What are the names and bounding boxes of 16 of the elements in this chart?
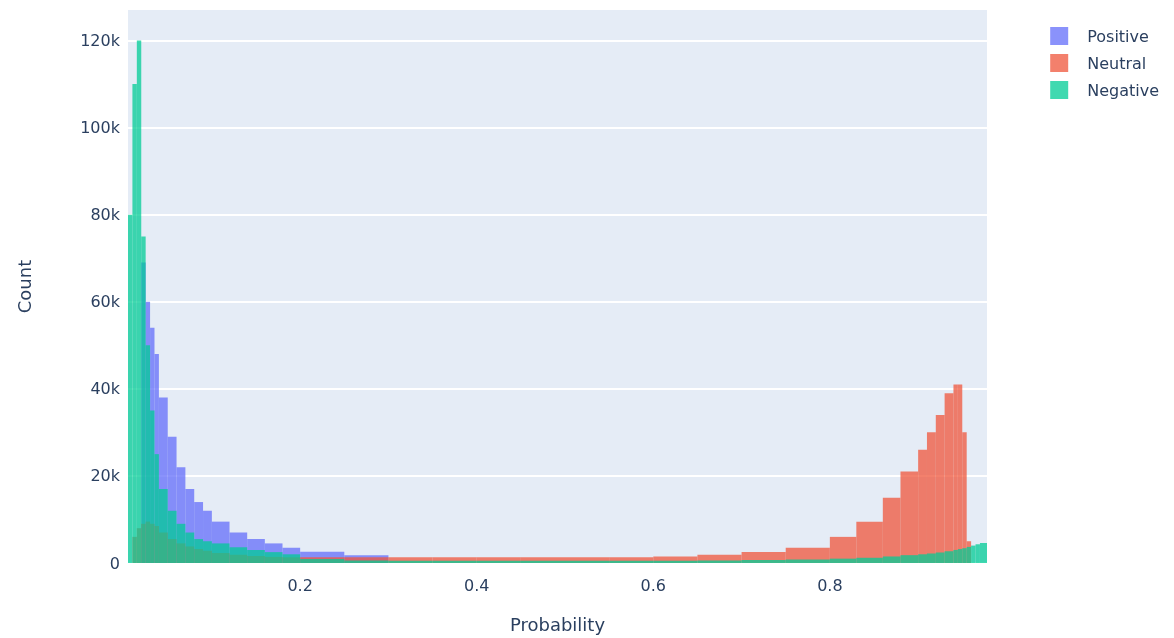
x-tick-label: 0.6 (640, 575, 667, 595)
y-tick-label: 60k (90, 292, 121, 312)
x-tick-label: 0.4 (463, 575, 490, 595)
y-tick-label: 120k (80, 30, 121, 50)
y-tick-label: 80k (90, 205, 121, 225)
y-tick-label: 20k (90, 466, 121, 486)
x-tick-label: 0.8 (817, 575, 843, 595)
legend-label: Positive (1087, 26, 1149, 46)
y-tick-label: 100k (80, 118, 121, 138)
x-tick-label: 0.2 (287, 575, 313, 595)
y-tick-label: 40k (90, 379, 121, 399)
y-tick-label: 0 (109, 553, 120, 573)
y-axis-title: Count (13, 259, 35, 314)
legend-label: Negative (1087, 80, 1160, 100)
x-axis-title: Probability (509, 613, 606, 635)
legend-label: Neutral (1087, 53, 1147, 73)
